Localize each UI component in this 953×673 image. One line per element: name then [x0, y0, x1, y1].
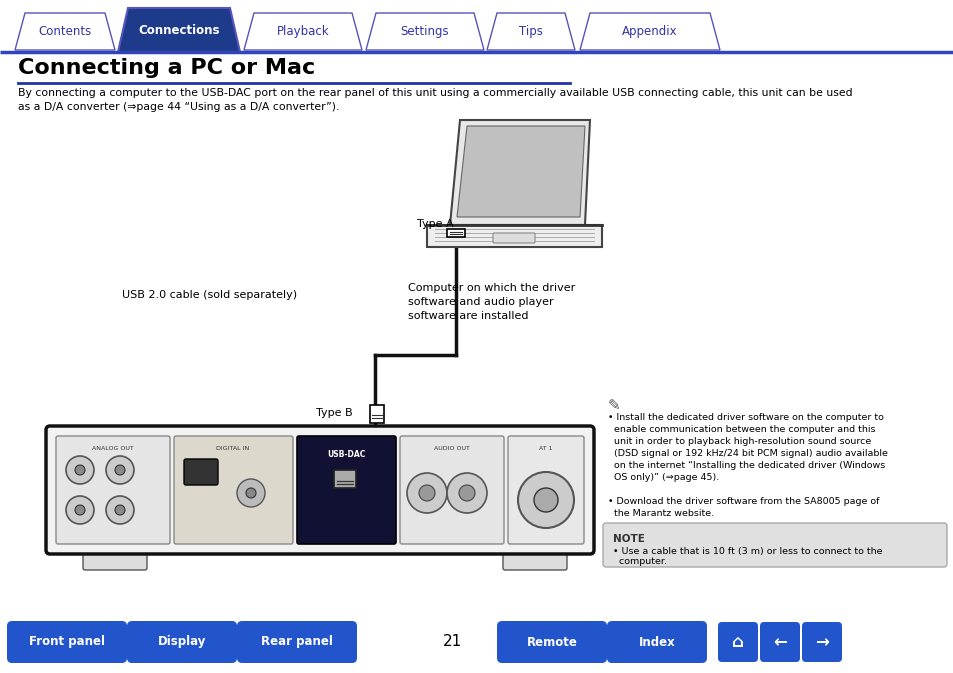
Circle shape — [66, 496, 94, 524]
Polygon shape — [486, 13, 575, 50]
Text: • Use a cable that is 10 ft (3 m) or less to connect to the
  computer.: • Use a cable that is 10 ft (3 m) or les… — [613, 547, 882, 567]
Text: USB 2.0 cable (sold separately): USB 2.0 cable (sold separately) — [122, 290, 297, 300]
FancyBboxPatch shape — [173, 436, 293, 544]
FancyBboxPatch shape — [606, 621, 706, 663]
Text: unit in order to playback high-resolution sound source: unit in order to playback high-resolutio… — [607, 437, 870, 446]
Text: software and audio player: software and audio player — [408, 297, 553, 307]
Text: Connections: Connections — [138, 24, 219, 36]
Text: enable communication between the computer and this: enable communication between the compute… — [607, 425, 875, 434]
Text: Type A: Type A — [416, 219, 453, 229]
Text: Tips: Tips — [518, 25, 542, 38]
FancyBboxPatch shape — [760, 622, 800, 662]
Circle shape — [517, 472, 574, 528]
Text: USB-DAC: USB-DAC — [327, 450, 365, 459]
Circle shape — [236, 479, 265, 507]
FancyBboxPatch shape — [493, 233, 535, 243]
FancyBboxPatch shape — [507, 436, 583, 544]
Text: →: → — [814, 633, 828, 651]
FancyBboxPatch shape — [602, 523, 946, 567]
Circle shape — [115, 505, 125, 515]
FancyBboxPatch shape — [334, 470, 355, 488]
Text: Playback: Playback — [276, 25, 329, 38]
Circle shape — [407, 473, 447, 513]
FancyBboxPatch shape — [127, 621, 236, 663]
FancyBboxPatch shape — [184, 459, 218, 485]
Text: AUDIO OUT: AUDIO OUT — [434, 446, 470, 451]
Text: Appendix: Appendix — [621, 25, 677, 38]
Text: Connecting a PC or Mac: Connecting a PC or Mac — [18, 58, 314, 78]
FancyBboxPatch shape — [7, 621, 127, 663]
Polygon shape — [456, 126, 584, 217]
Text: Computer on which the driver: Computer on which the driver — [408, 283, 575, 293]
FancyBboxPatch shape — [801, 622, 841, 662]
Polygon shape — [118, 8, 240, 52]
Text: on the internet “Installing the dedicated driver (Windows: on the internet “Installing the dedicate… — [607, 461, 884, 470]
Circle shape — [66, 456, 94, 484]
Circle shape — [418, 485, 435, 501]
Text: OS only)” (⇒page 45).: OS only)” (⇒page 45). — [607, 473, 719, 482]
Circle shape — [75, 465, 85, 475]
Text: • Install the dedicated driver software on the computer to: • Install the dedicated driver software … — [607, 413, 882, 422]
Text: Settings: Settings — [400, 25, 449, 38]
Polygon shape — [450, 120, 589, 225]
Text: Type B: Type B — [315, 408, 353, 418]
Text: Remote: Remote — [526, 635, 577, 649]
FancyBboxPatch shape — [56, 436, 170, 544]
FancyBboxPatch shape — [83, 546, 147, 570]
Circle shape — [75, 505, 85, 515]
FancyBboxPatch shape — [296, 436, 395, 544]
FancyBboxPatch shape — [370, 405, 384, 423]
Polygon shape — [427, 225, 601, 247]
Text: Index: Index — [638, 635, 675, 649]
FancyBboxPatch shape — [718, 622, 758, 662]
Text: Display: Display — [157, 635, 206, 649]
Polygon shape — [366, 13, 483, 50]
FancyBboxPatch shape — [502, 546, 566, 570]
Text: software are installed: software are installed — [408, 311, 528, 321]
Circle shape — [246, 488, 255, 498]
Text: Contents: Contents — [38, 25, 91, 38]
Text: NOTE: NOTE — [613, 534, 644, 544]
Text: Front panel: Front panel — [29, 635, 105, 649]
Text: as a D/A converter (⇒page 44 “Using as a D/A converter”).: as a D/A converter (⇒page 44 “Using as a… — [18, 102, 339, 112]
Text: 21: 21 — [443, 635, 462, 649]
Text: ⌂: ⌂ — [731, 633, 743, 651]
FancyBboxPatch shape — [46, 426, 594, 554]
Text: DIGITAL IN: DIGITAL IN — [216, 446, 250, 451]
Text: AT 1: AT 1 — [538, 446, 552, 451]
Circle shape — [106, 456, 133, 484]
FancyBboxPatch shape — [399, 436, 503, 544]
Text: ANALOG OUT: ANALOG OUT — [92, 446, 133, 451]
Circle shape — [458, 485, 475, 501]
Polygon shape — [579, 13, 720, 50]
FancyBboxPatch shape — [497, 621, 606, 663]
Polygon shape — [244, 13, 361, 50]
Circle shape — [106, 496, 133, 524]
Circle shape — [447, 473, 486, 513]
FancyBboxPatch shape — [447, 229, 464, 237]
Text: the Marantz website.: the Marantz website. — [607, 509, 714, 518]
Polygon shape — [15, 13, 115, 50]
Text: Rear panel: Rear panel — [261, 635, 333, 649]
FancyBboxPatch shape — [236, 621, 356, 663]
Text: ←: ← — [772, 633, 786, 651]
Circle shape — [115, 465, 125, 475]
Circle shape — [534, 488, 558, 512]
Text: By connecting a computer to the USB-DAC port on the rear panel of this unit usin: By connecting a computer to the USB-DAC … — [18, 88, 852, 98]
Text: ✎: ✎ — [607, 398, 620, 413]
Text: • Download the driver software from the SA8005 page of: • Download the driver software from the … — [607, 497, 879, 506]
Text: (DSD signal or 192 kHz/24 bit PCM signal) audio available: (DSD signal or 192 kHz/24 bit PCM signal… — [607, 449, 887, 458]
